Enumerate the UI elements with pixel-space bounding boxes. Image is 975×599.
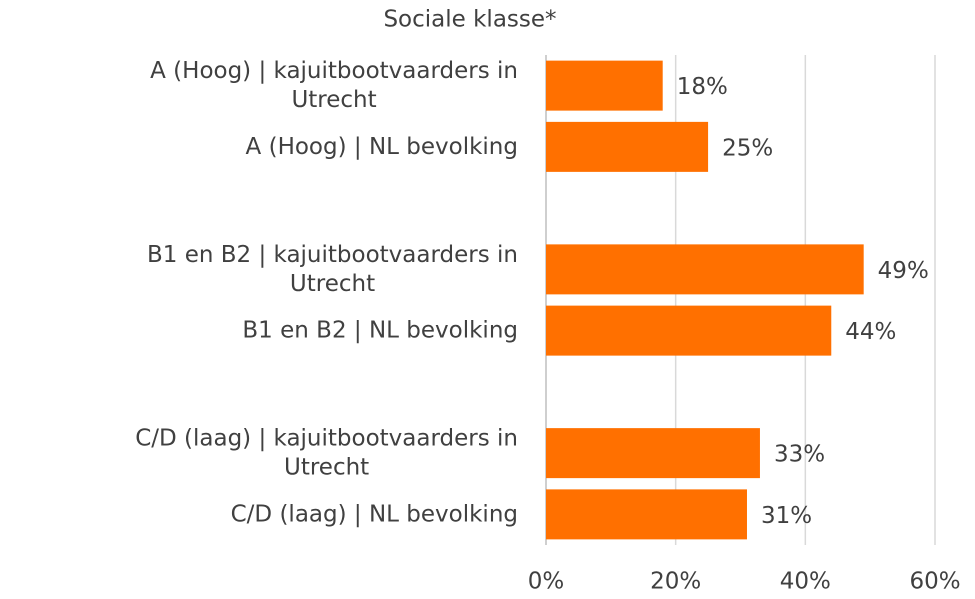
label-line: C/D (laag) | kajuitbootvaarders in bbox=[135, 425, 518, 451]
value-label: 31% bbox=[761, 503, 812, 529]
label-line: Utrecht bbox=[290, 270, 375, 296]
bar bbox=[546, 60, 663, 111]
y-tick-label: A (Hoog) | kajuitbootvaarders in Utrecht bbox=[150, 58, 518, 113]
label-line: B1 en B2 | NL bevolking bbox=[242, 317, 518, 343]
value-label: 44% bbox=[845, 319, 896, 345]
value-label: 49% bbox=[878, 258, 929, 284]
label-line: A (Hoog) | NL bevolking bbox=[246, 133, 518, 159]
x-tick-label: 40% bbox=[780, 569, 831, 595]
label-line: C/D (laag) | NL bevolking bbox=[231, 501, 518, 527]
value-label: 25% bbox=[722, 135, 773, 161]
label-line: A (Hoog) | kajuitbootvaarders in bbox=[150, 58, 518, 84]
bar bbox=[546, 244, 864, 295]
value-label: 33% bbox=[774, 442, 825, 468]
y-tick-label: C/D (laag) | NL bevolking bbox=[231, 501, 518, 527]
x-tick-label: 60% bbox=[909, 569, 960, 595]
label-line: B1 en B2 | kajuitbootvaarders in bbox=[147, 241, 518, 267]
x-tick-label: 20% bbox=[650, 569, 701, 595]
y-tick-label: B1 en B2 | NL bevolking bbox=[242, 317, 518, 343]
chart-title: Sociale klasse* bbox=[383, 7, 556, 33]
y-tick-label: B1 en B2 | kajuitbootvaarders in Utrecht bbox=[147, 241, 518, 296]
bar bbox=[546, 305, 832, 356]
bar bbox=[546, 121, 709, 172]
label-line: Utrecht bbox=[284, 454, 369, 480]
x-tick-label: 0% bbox=[528, 569, 565, 595]
y-tick-label: A (Hoog) | NL bevolking bbox=[246, 133, 518, 159]
bar bbox=[546, 489, 747, 540]
y-tick-label: C/D (laag) | kajuitbootvaarders in Utrech… bbox=[135, 425, 518, 480]
value-label: 18% bbox=[677, 74, 728, 100]
bar bbox=[546, 428, 760, 479]
label-line: Utrecht bbox=[291, 87, 376, 113]
